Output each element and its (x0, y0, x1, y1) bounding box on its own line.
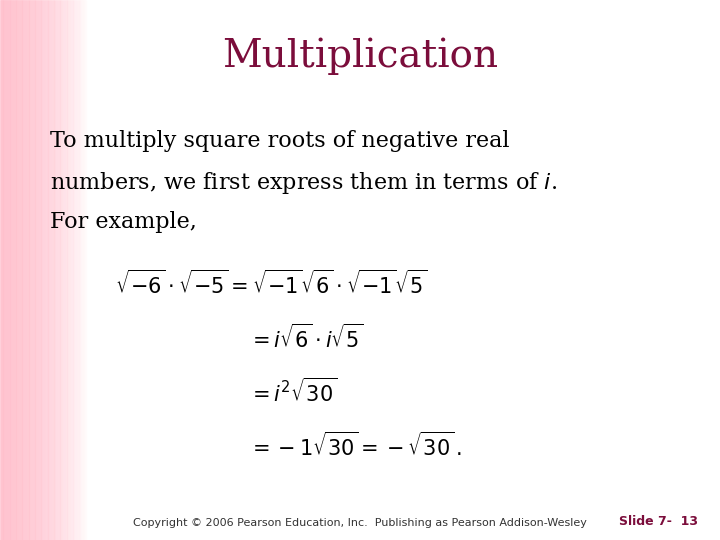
Bar (72, 0, 73, 540)
Bar (70, 0, 71, 540)
Bar (42, 0, 43, 540)
Bar (33, 0, 34, 540)
Bar (53, 0, 55, 540)
Bar (43, 0, 44, 540)
Bar (23, 0, 24, 540)
Bar (39, 0, 40, 540)
Bar (5, 0, 6, 540)
Bar (40, 0, 42, 540)
Bar (14, 0, 16, 540)
Bar (45, 0, 46, 540)
Bar (85, 0, 86, 540)
Bar (56, 0, 57, 540)
Bar (20, 0, 21, 540)
Bar (55, 0, 56, 540)
Bar (68, 0, 69, 540)
Bar (24, 0, 25, 540)
Bar (47, 0, 48, 540)
Bar (44, 0, 45, 540)
Bar (38, 0, 39, 540)
Bar (32, 0, 33, 540)
Bar (69, 0, 70, 540)
Text: $= i\sqrt{6} \cdot i\sqrt{5}$: $= i\sqrt{6} \cdot i\sqrt{5}$ (248, 324, 364, 353)
Text: $\sqrt{-6} \cdot \sqrt{-5} = \sqrt{-1}\sqrt{6} \cdot \sqrt{-1}\sqrt{5}$: $\sqrt{-6} \cdot \sqrt{-5} = \sqrt{-1}\s… (115, 270, 428, 299)
Bar (61, 0, 62, 540)
Bar (59, 0, 60, 540)
Bar (18, 0, 19, 540)
Bar (19, 0, 20, 540)
Bar (81, 0, 82, 540)
Bar (71, 0, 72, 540)
Bar (22, 0, 23, 540)
Text: Slide 7-  13: Slide 7- 13 (619, 515, 698, 528)
Bar (31, 0, 32, 540)
Bar (1, 0, 3, 540)
Bar (77, 0, 78, 540)
Bar (27, 0, 29, 540)
Bar (62, 0, 63, 540)
Bar (52, 0, 53, 540)
Bar (30, 0, 31, 540)
Bar (0, 0, 1, 540)
Bar (74, 0, 75, 540)
Text: $= i^2\sqrt{30}$: $= i^2\sqrt{30}$ (248, 378, 338, 407)
Bar (29, 0, 30, 540)
Bar (49, 0, 50, 540)
Bar (16, 0, 17, 540)
Bar (46, 0, 47, 540)
Text: numbers, we first express them in terms of $i$.: numbers, we first express them in terms … (50, 170, 557, 196)
Bar (63, 0, 64, 540)
Bar (35, 0, 36, 540)
Bar (36, 0, 37, 540)
Bar (76, 0, 77, 540)
Bar (26, 0, 27, 540)
Bar (10, 0, 12, 540)
Bar (84, 0, 85, 540)
Bar (9, 0, 10, 540)
Bar (13, 0, 14, 540)
Bar (21, 0, 22, 540)
Bar (12, 0, 13, 540)
Bar (79, 0, 81, 540)
Text: To multiply square roots of negative real: To multiply square roots of negative rea… (50, 130, 510, 152)
Bar (34, 0, 35, 540)
Bar (60, 0, 61, 540)
Text: Multiplication: Multiplication (222, 38, 498, 75)
Bar (82, 0, 83, 540)
Bar (64, 0, 65, 540)
Text: Copyright © 2006 Pearson Education, Inc.  Publishing as Pearson Addison-Wesley: Copyright © 2006 Pearson Education, Inc.… (133, 518, 587, 528)
Bar (4, 0, 5, 540)
Text: For example,: For example, (50, 211, 197, 233)
Bar (57, 0, 58, 540)
Bar (65, 0, 66, 540)
Bar (7, 0, 8, 540)
Bar (75, 0, 76, 540)
Bar (8, 0, 9, 540)
Bar (51, 0, 52, 540)
Bar (50, 0, 51, 540)
Bar (17, 0, 18, 540)
Bar (25, 0, 26, 540)
Bar (6, 0, 7, 540)
Text: $= -1\sqrt{30} = -\sqrt{30}\,.$: $= -1\sqrt{30} = -\sqrt{30}\,.$ (248, 432, 462, 461)
Bar (66, 0, 68, 540)
Bar (58, 0, 59, 540)
Bar (48, 0, 49, 540)
Bar (3, 0, 4, 540)
Bar (73, 0, 74, 540)
Bar (78, 0, 79, 540)
Bar (37, 0, 38, 540)
Bar (83, 0, 84, 540)
